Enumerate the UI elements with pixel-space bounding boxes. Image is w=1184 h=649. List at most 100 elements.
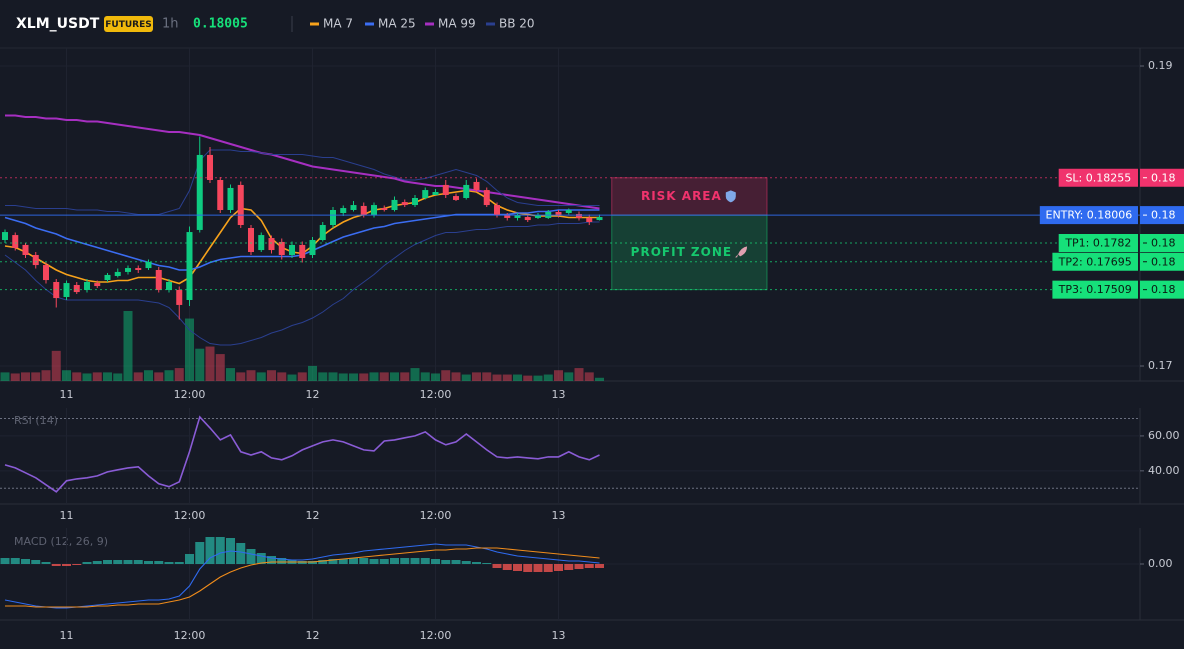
volume-bar bbox=[564, 372, 574, 381]
candle-body bbox=[401, 202, 408, 206]
volume-bar bbox=[185, 318, 194, 381]
volume-bar bbox=[410, 368, 420, 381]
volume-bar bbox=[297, 372, 307, 381]
macd-histogram-bar bbox=[195, 542, 205, 564]
macd-histogram-bar bbox=[564, 564, 574, 570]
level-tag-box bbox=[1140, 206, 1184, 225]
level-label-box bbox=[1058, 168, 1138, 187]
candle-body bbox=[504, 214, 511, 218]
level-label: TP3: 0.17509 bbox=[1058, 283, 1132, 296]
volume-bar bbox=[574, 368, 584, 381]
candle-body bbox=[330, 210, 336, 225]
candle-body bbox=[463, 184, 470, 198]
macd-histogram-bar bbox=[595, 564, 604, 568]
volume-bar bbox=[154, 372, 164, 381]
volume-bar bbox=[92, 372, 102, 381]
macd-histogram-bar bbox=[51, 564, 61, 566]
volume-bar bbox=[164, 370, 174, 381]
macd-histogram-bar bbox=[318, 560, 328, 564]
volume-bar bbox=[513, 374, 522, 381]
candle-body bbox=[196, 154, 203, 230]
macd-histogram-bar bbox=[502, 564, 512, 570]
candle-body bbox=[483, 190, 490, 206]
y-tick-label: 0.17 bbox=[1148, 359, 1173, 372]
macd-title: MACD (12, 26, 9) bbox=[14, 535, 108, 548]
x-tick-label: 12 bbox=[306, 388, 320, 401]
volume-bar bbox=[226, 368, 235, 381]
macd-histogram-bar bbox=[533, 564, 543, 572]
macd-histogram-bar bbox=[113, 560, 123, 564]
volume-bar bbox=[246, 370, 256, 381]
level-tag-box bbox=[1140, 280, 1184, 299]
candle-body bbox=[12, 235, 19, 248]
legend-label: MA 7 bbox=[323, 17, 353, 31]
zone-label: PROFIT ZONE bbox=[631, 245, 732, 259]
volume-bar bbox=[595, 377, 604, 381]
bb-upper bbox=[5, 149, 600, 215]
macd-histogram-bar bbox=[369, 559, 379, 564]
rsi-line bbox=[4, 415, 600, 493]
candle-body bbox=[391, 199, 398, 210]
level-tag-box bbox=[1140, 252, 1184, 271]
candle-body bbox=[360, 205, 367, 215]
volume-bar bbox=[420, 372, 430, 381]
candle-body bbox=[596, 217, 603, 221]
candle-body bbox=[32, 255, 39, 266]
shield-icon bbox=[725, 190, 736, 203]
macd-histogram-bar bbox=[492, 564, 502, 568]
macd-histogram-bar bbox=[400, 558, 410, 564]
zone bbox=[611, 177, 768, 216]
volume-bar bbox=[379, 372, 389, 381]
volume-bar bbox=[174, 368, 184, 381]
macd-histogram-bar bbox=[328, 559, 338, 564]
macd-histogram-bar bbox=[103, 560, 112, 564]
level-label: SL: 0.18255 bbox=[1065, 171, 1131, 184]
volume-bar bbox=[82, 373, 92, 381]
candle-body bbox=[565, 210, 572, 213]
volume-bar bbox=[267, 370, 276, 381]
candle-body bbox=[524, 217, 531, 221]
ma-line bbox=[5, 114, 600, 210]
candle-body bbox=[207, 154, 213, 180]
macd-histogram-bar bbox=[31, 560, 41, 564]
macd-histogram-bar bbox=[410, 558, 420, 564]
candle-body bbox=[442, 184, 449, 195]
macd-line bbox=[4, 543, 600, 609]
x-tick-label: 11 bbox=[60, 509, 74, 522]
macd-histogram-bar bbox=[185, 554, 194, 564]
volume-bar bbox=[461, 374, 471, 381]
volume-bar bbox=[31, 372, 41, 381]
macd-histogram-bar bbox=[236, 543, 246, 564]
volume-bar bbox=[236, 372, 246, 381]
candle-body bbox=[371, 205, 377, 215]
level-tag: 0.18 bbox=[1151, 255, 1176, 268]
macd-histogram-bar bbox=[523, 564, 533, 572]
level-tag: 0.18 bbox=[1151, 237, 1176, 250]
volume-bar bbox=[584, 372, 594, 381]
last-price: 0.18005 bbox=[193, 17, 248, 32]
level-label-box bbox=[1052, 280, 1138, 299]
candle-body bbox=[237, 184, 244, 225]
volume-bar bbox=[215, 354, 225, 381]
candle-body bbox=[494, 205, 500, 215]
macd-histogram-bar bbox=[92, 561, 102, 564]
candle-body bbox=[432, 192, 439, 195]
level-label: TP1: 0.1782 bbox=[1064, 237, 1131, 250]
candle-body bbox=[309, 240, 316, 255]
candle-body bbox=[248, 228, 254, 252]
x-tick-label: 12:00 bbox=[420, 509, 452, 522]
macd-histogram-bar bbox=[441, 560, 451, 564]
candle-body bbox=[217, 180, 224, 210]
volume-bar bbox=[554, 370, 563, 381]
candle-body bbox=[22, 244, 29, 255]
volume-bar bbox=[318, 372, 328, 381]
market-badge bbox=[104, 16, 153, 32]
level-label-box bbox=[1058, 234, 1138, 252]
macd-histogram-bar bbox=[359, 558, 369, 564]
candle-body bbox=[453, 196, 459, 200]
y-tick-label: 0.19 bbox=[1148, 59, 1173, 72]
x-tick-label: 11 bbox=[60, 629, 74, 642]
legend-label: BB 20 bbox=[499, 17, 535, 31]
